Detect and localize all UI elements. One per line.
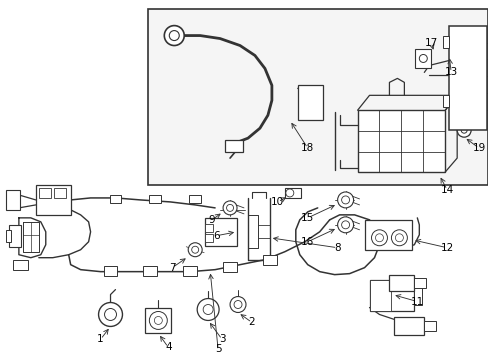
Bar — [6, 230, 11, 242]
Bar — [149, 195, 161, 203]
Circle shape — [188, 243, 202, 257]
Circle shape — [104, 309, 116, 320]
Circle shape — [197, 298, 219, 320]
Circle shape — [456, 123, 470, 137]
Bar — [413, 287, 422, 305]
Circle shape — [341, 196, 349, 204]
Circle shape — [226, 204, 233, 211]
Bar — [6, 190, 20, 210]
Bar — [388, 275, 413, 291]
Bar — [223, 262, 237, 272]
Bar — [54, 188, 65, 198]
Text: 12: 12 — [440, 243, 453, 253]
Bar — [205, 224, 213, 232]
Circle shape — [203, 305, 213, 315]
Bar — [205, 234, 213, 242]
Text: 5: 5 — [214, 345, 221, 354]
Circle shape — [390, 230, 407, 246]
Bar — [183, 266, 197, 276]
Bar — [364, 220, 411, 250]
Bar — [148, 9, 487, 185]
Bar — [103, 266, 117, 276]
Text: 4: 4 — [164, 342, 171, 352]
Circle shape — [395, 234, 403, 242]
Text: 19: 19 — [471, 143, 485, 153]
Circle shape — [229, 297, 245, 312]
Circle shape — [337, 217, 353, 233]
Text: 18: 18 — [301, 143, 314, 153]
Bar — [414, 49, 430, 68]
Bar — [224, 140, 243, 152]
Circle shape — [375, 234, 383, 242]
Text: 14: 14 — [440, 185, 453, 195]
Text: 2: 2 — [248, 318, 255, 328]
Text: 9: 9 — [208, 215, 215, 225]
Bar — [285, 188, 300, 198]
Bar — [39, 188, 51, 198]
Circle shape — [223, 201, 237, 215]
Bar — [442, 95, 448, 107]
Text: 10: 10 — [271, 197, 284, 207]
Text: 16: 16 — [301, 237, 314, 247]
Text: 15: 15 — [301, 213, 314, 223]
Bar — [442, 36, 448, 48]
Circle shape — [149, 311, 167, 329]
Text: 7: 7 — [169, 263, 175, 273]
Circle shape — [371, 230, 386, 246]
Text: 11: 11 — [410, 297, 423, 306]
Bar — [205, 218, 237, 246]
Bar — [297, 85, 322, 120]
Bar — [357, 110, 444, 172]
Circle shape — [460, 127, 466, 133]
Circle shape — [99, 302, 122, 327]
Circle shape — [341, 221, 349, 229]
Bar — [369, 280, 390, 311]
Bar — [36, 185, 71, 215]
Bar — [424, 321, 435, 332]
Bar — [145, 307, 171, 333]
Circle shape — [164, 26, 184, 45]
Circle shape — [191, 246, 198, 253]
Circle shape — [234, 301, 242, 309]
Text: 17: 17 — [424, 37, 437, 48]
Bar — [413, 278, 426, 288]
Circle shape — [337, 192, 353, 208]
Bar — [369, 280, 413, 311]
Bar — [143, 266, 157, 276]
Text: 13: 13 — [444, 67, 457, 77]
Text: 3: 3 — [218, 334, 225, 345]
Bar — [448, 26, 486, 130]
Circle shape — [154, 316, 162, 324]
Circle shape — [285, 189, 293, 197]
Bar — [263, 255, 276, 265]
Circle shape — [169, 31, 179, 41]
Text: 8: 8 — [334, 243, 340, 253]
Text: 1: 1 — [97, 334, 103, 345]
Text: 6: 6 — [212, 231, 219, 241]
Bar — [9, 225, 21, 247]
Bar — [109, 195, 121, 203]
Bar — [394, 318, 424, 336]
Bar — [13, 260, 28, 270]
Circle shape — [419, 54, 427, 62]
Bar — [189, 195, 201, 203]
